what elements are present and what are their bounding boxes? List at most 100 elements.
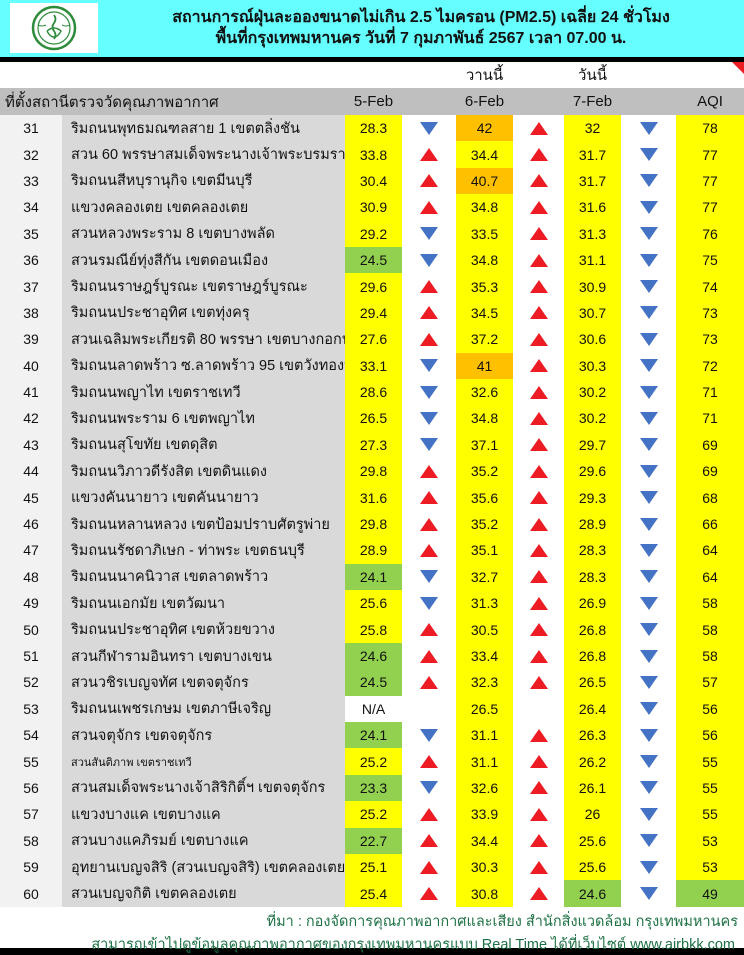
trend-2-cell [513, 510, 564, 538]
down-arrow-icon [639, 649, 658, 663]
value-5feb: 29.8 [345, 458, 402, 485]
down-arrow-icon [639, 781, 658, 795]
table-row: 33 ริมถนนสีหบุรานุกิจ เขตมีนบุรี 30.4 40… [0, 167, 744, 195]
down-arrow-icon [639, 543, 658, 557]
up-arrow-icon [529, 200, 548, 214]
station-name: ริมถนนวิภาวดีรังสิต เขตดินแดง [62, 458, 345, 485]
station-column-header: ที่ตั้งสถานีตรวจวัดคุณภาพอากาศ [5, 93, 219, 111]
value-6feb: 34.4 [456, 827, 513, 854]
down-arrow-icon [639, 121, 658, 135]
station-name: ริมถนนสีหบุรานุกิจ เขตมีนบุรี [62, 167, 345, 195]
row-number: 52 [0, 669, 62, 696]
value-7feb: 29.6 [564, 458, 621, 485]
table-row: 43 ริมถนนสุโขทัย เขตดุสิต 27.3 37.1 29.7… [0, 431, 744, 459]
up-arrow-icon [529, 174, 548, 188]
station-name: สวนจตุจักร เขตจตุจักร [62, 721, 345, 749]
trend-3-cell [621, 115, 676, 142]
aqi-value: 56 [676, 695, 744, 722]
value-5feb: 33.8 [345, 141, 402, 168]
trend-3-cell [621, 141, 676, 168]
station-name: ริมถนนลาดพร้าว ซ.ลาดพร้าว 95 เขตวังทองหล… [62, 352, 345, 379]
up-arrow-icon [529, 332, 548, 346]
value-5feb: 30.4 [345, 167, 402, 195]
trend-2-cell [513, 721, 564, 749]
table-row: 31 ริมถนนพุทธมณฑลสาย 1 เขตตลิ่งชัน 28.3 … [0, 115, 744, 142]
row-number: 50 [0, 616, 62, 643]
up-arrow-icon [529, 253, 548, 267]
table-row: 32 สวน 60 พรรษาสมเด็จพระนางเจ้าพระบรมราช… [0, 141, 744, 168]
value-7feb: 25.6 [564, 827, 621, 854]
aqi-value: 69 [676, 431, 744, 459]
value-5feb: 23.3 [345, 774, 402, 802]
up-arrow-icon [420, 649, 438, 663]
value-5feb: 26.5 [345, 405, 402, 432]
trend-2-cell [513, 458, 564, 485]
table-row: 55 สวนสันติภาพ เขตราชเทวี 25.2 31.1 26.2… [0, 748, 744, 775]
station-name: ริมถนนพระราม 6 เขตพญาไท [62, 405, 345, 432]
value-6feb: 34.5 [456, 299, 513, 327]
up-arrow-icon [529, 359, 548, 373]
value-7feb: 30.9 [564, 273, 621, 300]
trend-1-cell [402, 194, 456, 221]
logo-box [10, 3, 98, 53]
trend-2-cell [513, 774, 564, 802]
up-arrow-icon [529, 596, 548, 610]
up-arrow-icon [420, 280, 438, 294]
trend-1-cell [402, 484, 456, 511]
trend-1-cell [402, 246, 456, 274]
down-arrow-icon [639, 702, 658, 716]
aqi-value: 64 [676, 537, 744, 564]
station-name: แขวงบางแค เขตบางแค [62, 801, 345, 828]
value-7feb: 31.6 [564, 194, 621, 221]
up-arrow-icon [529, 280, 548, 294]
trend-2-cell [513, 141, 564, 168]
aqi-value: 55 [676, 801, 744, 828]
down-arrow-icon [639, 411, 658, 425]
row-number: 53 [0, 695, 62, 722]
aqi-value: 74 [676, 273, 744, 300]
value-7feb: 26.1 [564, 774, 621, 802]
down-arrow-icon [639, 807, 658, 821]
value-6feb: 34.8 [456, 246, 513, 274]
value-7feb: 25.6 [564, 853, 621, 881]
value-5feb: 24.1 [345, 563, 402, 591]
trend-3-cell [621, 220, 676, 247]
up-arrow-icon [529, 543, 548, 557]
down-arrow-icon [420, 411, 438, 425]
trend-3-cell [621, 563, 676, 591]
value-6feb: 30.8 [456, 880, 513, 907]
aqi-value: 71 [676, 405, 744, 432]
col-header-7feb: 7-Feb [572, 93, 613, 110]
up-arrow-icon [529, 306, 548, 320]
trend-2-cell [513, 405, 564, 432]
value-7feb: 31.1 [564, 246, 621, 274]
trend-3-cell [621, 458, 676, 485]
today-label: วันนี้ [578, 67, 607, 84]
trend-2-cell [513, 590, 564, 617]
row-number: 51 [0, 642, 62, 670]
value-6feb: 31.1 [456, 721, 513, 749]
value-6feb: 35.3 [456, 273, 513, 300]
trend-3-cell [621, 748, 676, 775]
trend-1-cell [402, 669, 456, 696]
value-7feb: 28.3 [564, 537, 621, 564]
down-arrow-icon [639, 887, 658, 901]
trend-1-cell [402, 115, 456, 142]
table-row: 52 สวนวชิรเบญจทัศ เขตจตุจักร 24.5 32.3 2… [0, 669, 744, 696]
row-number: 39 [0, 326, 62, 353]
aqi-value: 76 [676, 220, 744, 247]
station-name: ริมถนนประชาอุทิศ เขตห้วยขวาง [62, 616, 345, 643]
header-divider [0, 57, 744, 62]
up-arrow-icon [529, 411, 548, 425]
down-arrow-icon [420, 570, 438, 584]
trend-3-cell [621, 880, 676, 907]
report-titles: สถานการณ์ฝุ่นละอองขนาดไม่เกิน 2.5 ไมครอน… [98, 0, 744, 57]
aqi-value: 64 [676, 563, 744, 591]
row-number: 49 [0, 590, 62, 617]
trend-2-cell [513, 299, 564, 327]
row-number: 43 [0, 431, 62, 459]
down-arrow-icon [639, 860, 658, 874]
trend-2-cell [513, 669, 564, 696]
trend-1-cell [402, 299, 456, 327]
